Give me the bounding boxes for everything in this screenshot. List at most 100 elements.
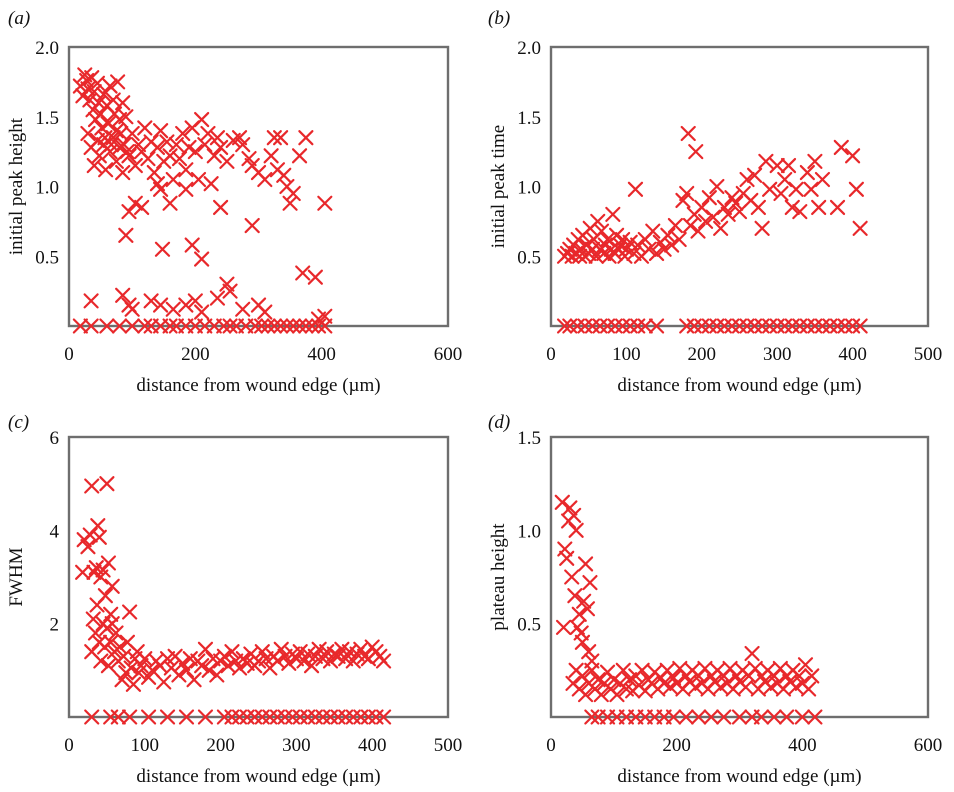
data-point <box>814 171 831 188</box>
data-point <box>682 217 699 234</box>
x-tick-label: 600 <box>914 735 943 756</box>
data-point <box>216 318 232 334</box>
data-point <box>758 153 774 169</box>
data-point <box>80 125 96 142</box>
data-point <box>584 662 600 678</box>
data-point <box>739 171 755 188</box>
data-point <box>744 645 760 662</box>
data-point <box>86 84 102 100</box>
panel-d: (d) 0 200 400 600 0.5 1.0 1.5 distance from woun… <box>488 412 942 787</box>
data-point <box>664 237 680 253</box>
data-point <box>118 109 134 125</box>
x-tick-label: 300 <box>282 735 311 756</box>
data-point <box>91 148 107 164</box>
data-point <box>244 217 260 234</box>
data-point <box>750 199 766 216</box>
data-point <box>801 681 817 697</box>
data-point <box>194 658 210 674</box>
x-tick-label: 200 <box>662 735 691 756</box>
data-point <box>92 106 109 122</box>
data-point <box>697 213 714 229</box>
data-point <box>310 318 327 334</box>
data-point <box>665 709 682 725</box>
data-point <box>137 318 153 334</box>
data-point <box>197 641 214 657</box>
data-point <box>89 132 106 149</box>
data-point <box>691 709 707 725</box>
data-point <box>85 611 101 627</box>
data-point <box>201 662 217 678</box>
y-axis-label: plateau height <box>488 523 509 631</box>
data-point <box>124 125 140 142</box>
data-point <box>231 660 248 676</box>
data-point <box>219 153 235 169</box>
data-point <box>577 556 594 572</box>
data-point <box>124 301 140 317</box>
data-point <box>110 74 126 90</box>
x-tick-label: 100 <box>131 735 160 756</box>
data-point <box>152 297 169 313</box>
data-point <box>645 223 661 239</box>
data-point <box>679 185 695 202</box>
data-point <box>266 130 282 146</box>
y-axis-label: initial peak time <box>488 125 509 248</box>
data-point <box>162 318 178 334</box>
x-tick-label: 500 <box>434 735 463 756</box>
data-point <box>567 588 583 604</box>
data-point <box>125 676 142 692</box>
data-point <box>102 78 118 94</box>
data-point <box>273 641 289 657</box>
data-point <box>716 709 732 725</box>
data-point <box>345 653 361 669</box>
data-point <box>556 318 573 334</box>
data-point <box>187 293 203 309</box>
data-point <box>630 237 646 253</box>
data-point <box>257 304 273 320</box>
data-point <box>807 709 823 725</box>
data-point <box>186 672 202 688</box>
data-point <box>648 245 665 262</box>
data-point <box>701 190 717 206</box>
data-point <box>554 494 570 510</box>
data-point <box>788 181 804 197</box>
data-point <box>209 290 226 306</box>
x-axis-label: distance from wound edge (µm) <box>136 766 380 787</box>
data-point <box>108 625 124 641</box>
data-point <box>159 134 175 150</box>
data-point <box>165 171 181 188</box>
data-point <box>375 653 392 669</box>
data-point <box>98 162 114 178</box>
data-point <box>852 318 868 334</box>
data-point <box>121 148 137 164</box>
data-point <box>254 318 270 334</box>
data-point <box>804 668 820 684</box>
data-point <box>769 157 785 174</box>
data-point <box>279 318 295 334</box>
data-point <box>615 231 631 248</box>
data-point <box>709 178 725 195</box>
data-point <box>753 709 770 725</box>
x-tick-label: 400 <box>788 735 817 756</box>
data-point <box>688 144 704 160</box>
data-point <box>766 709 782 725</box>
data-point <box>590 213 606 229</box>
data-point <box>263 148 279 164</box>
y-axis-label: initial peak height <box>6 117 27 255</box>
data-point <box>634 662 650 678</box>
data-point <box>303 658 320 674</box>
data-point <box>224 644 240 660</box>
data-point <box>143 293 159 309</box>
data-point <box>216 648 232 664</box>
y-tick-label: 1.5 <box>35 108 59 129</box>
data-point <box>254 644 270 660</box>
data-point <box>799 164 815 181</box>
data-point <box>87 625 104 641</box>
data-point <box>149 139 166 156</box>
data-point <box>194 304 210 320</box>
data-point <box>133 658 149 674</box>
y-tick-label: 2 <box>50 615 60 636</box>
data-point <box>140 151 156 167</box>
data-point <box>103 634 119 650</box>
x-tick-label: 300 <box>763 344 792 365</box>
